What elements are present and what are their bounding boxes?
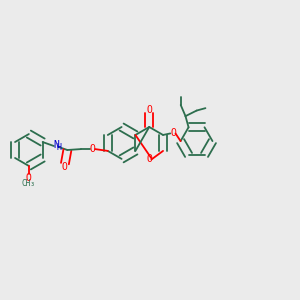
Text: H: H [57, 143, 62, 152]
Text: O: O [90, 144, 96, 154]
Text: O: O [146, 154, 152, 164]
Text: O: O [61, 162, 67, 172]
Text: CH₃: CH₃ [22, 178, 36, 188]
Text: N: N [53, 140, 59, 150]
Text: O: O [171, 128, 177, 138]
Text: O: O [26, 172, 32, 183]
Text: O: O [146, 105, 152, 115]
